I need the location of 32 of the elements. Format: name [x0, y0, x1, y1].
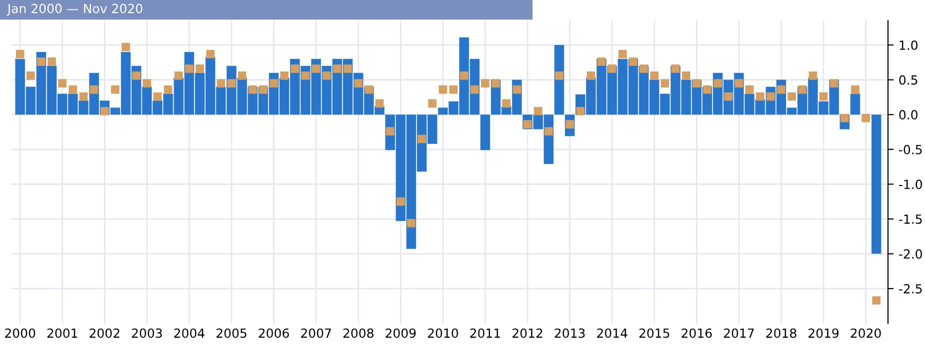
- x-tick-label: 2000: [5, 328, 36, 338]
- x-tick-label: 2007: [301, 328, 331, 338]
- chart-title: Jan 2000 — Nov 2020: [6, 4, 142, 16]
- y-tick-label: -1.0: [899, 180, 922, 190]
- y-tick-label: 0.5: [899, 75, 918, 85]
- y-tick-label: 1.0: [900, 40, 918, 50]
- x-tick-label: 2003: [132, 328, 162, 338]
- x-tick-label: 2016: [682, 328, 712, 338]
- x-tick-label: 2006: [258, 328, 289, 338]
- y-tick-label: -1.5: [899, 214, 922, 224]
- x-tick-label: 2001: [47, 328, 78, 338]
- bar: [872, 114, 882, 254]
- x-tick-label: 2002: [90, 328, 120, 338]
- x-tick-label: 2011: [470, 328, 500, 338]
- x-tick-label: 2014: [597, 328, 628, 338]
- x-tick-label: 2010: [428, 328, 458, 338]
- x-tick-label: 2012: [512, 328, 542, 338]
- x-tick-label: 2017: [724, 328, 754, 338]
- x-tick-label: 2019: [808, 328, 839, 338]
- bar: [480, 114, 490, 150]
- y-tick-label: -2.0: [899, 249, 922, 259]
- x-tick-label: 2009: [386, 328, 416, 338]
- x-tick-label: 2015: [639, 328, 670, 338]
- x-tick-label: 2013: [554, 328, 585, 338]
- x-tick-label: 2008: [343, 328, 374, 338]
- x-tick-label: 2005: [216, 328, 246, 338]
- y-tick-label: -0.5: [899, 144, 922, 154]
- x-tick-label: 2018: [766, 328, 796, 338]
- x-tick-label: 2020: [850, 328, 881, 338]
- x-tick-label: 2004: [174, 328, 204, 338]
- y-tick-label: 0.0: [899, 110, 918, 120]
- y-tick-label: -2.5: [899, 284, 922, 294]
